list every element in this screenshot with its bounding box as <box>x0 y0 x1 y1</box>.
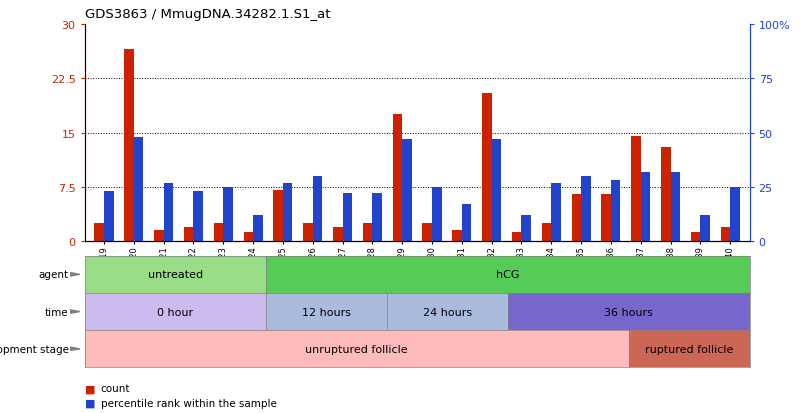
Bar <box>283 183 293 242</box>
Text: percentile rank within the sample: percentile rank within the sample <box>101 398 276 408</box>
Text: unruptured follicle: unruptured follicle <box>305 344 408 354</box>
Polygon shape <box>70 273 80 276</box>
Bar <box>422 223 432 242</box>
Bar <box>363 223 372 242</box>
Bar <box>223 188 233 242</box>
Bar <box>193 192 203 242</box>
Bar <box>273 191 283 242</box>
Bar <box>154 231 164 242</box>
Bar <box>700 216 710 242</box>
Bar <box>372 194 382 242</box>
Bar <box>303 223 313 242</box>
Bar <box>671 172 680 242</box>
Text: count: count <box>101 383 131 393</box>
Bar <box>134 138 143 242</box>
Text: 36 hours: 36 hours <box>604 307 653 317</box>
Text: 0 hour: 0 hour <box>157 307 193 317</box>
Bar <box>641 172 650 242</box>
Bar <box>164 183 173 242</box>
Bar <box>402 140 412 242</box>
Bar <box>243 233 253 242</box>
Text: ruptured follicle: ruptured follicle <box>645 344 733 354</box>
Text: GDS3863 / MmugDNA.34282.1.S1_at: GDS3863 / MmugDNA.34282.1.S1_at <box>85 8 330 21</box>
Bar <box>631 137 641 242</box>
Bar <box>253 216 263 242</box>
Text: 24 hours: 24 hours <box>423 307 472 317</box>
Polygon shape <box>70 347 80 351</box>
Bar <box>661 148 671 242</box>
Bar <box>333 227 343 242</box>
Bar <box>214 223 223 242</box>
Bar <box>730 188 740 242</box>
Bar <box>452 231 462 242</box>
Text: agent: agent <box>39 270 69 280</box>
Bar <box>94 223 104 242</box>
Bar <box>542 223 551 242</box>
Bar <box>601 195 611 242</box>
Bar <box>462 205 472 242</box>
Bar <box>104 192 114 242</box>
Text: development stage: development stage <box>0 344 69 354</box>
Bar <box>432 188 442 242</box>
Bar <box>313 177 322 242</box>
Bar <box>124 50 134 242</box>
Bar <box>482 93 492 242</box>
Bar <box>393 115 402 242</box>
Bar <box>512 233 521 242</box>
Bar <box>691 233 700 242</box>
Bar <box>721 227 730 242</box>
Bar <box>551 183 561 242</box>
Bar <box>611 181 621 242</box>
Bar <box>581 177 591 242</box>
Text: ■: ■ <box>85 398 95 408</box>
Bar <box>571 195 581 242</box>
Text: time: time <box>45 307 69 317</box>
Bar <box>343 194 352 242</box>
Bar <box>521 216 531 242</box>
Text: 12 hours: 12 hours <box>302 307 351 317</box>
Text: ■: ■ <box>85 383 95 393</box>
Text: hCG: hCG <box>496 270 520 280</box>
Bar <box>184 227 193 242</box>
Text: untreated: untreated <box>147 270 203 280</box>
Polygon shape <box>70 310 80 313</box>
Bar <box>492 140 501 242</box>
